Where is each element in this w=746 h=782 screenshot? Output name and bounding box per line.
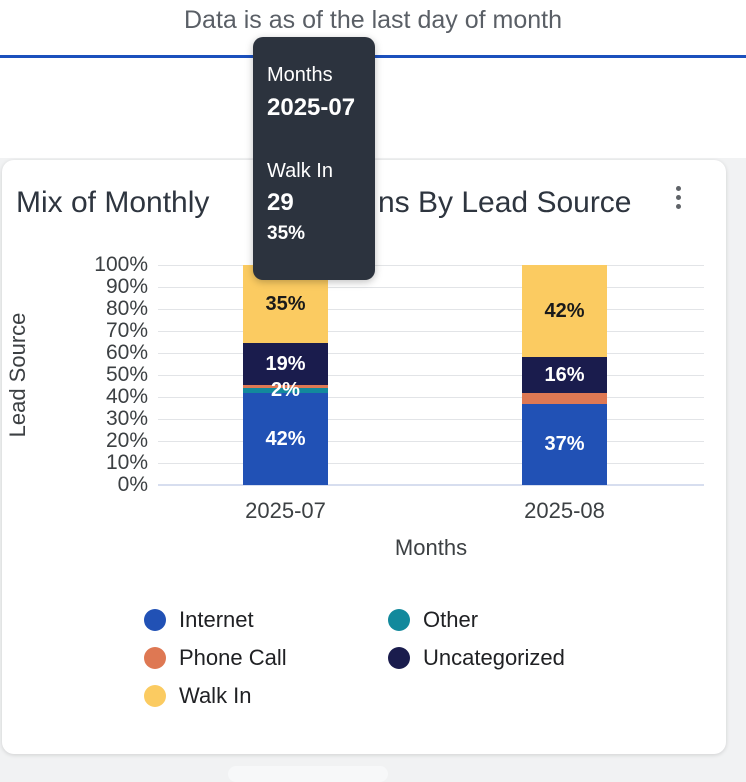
x-axis-title: Months [394, 535, 468, 560]
grid-line-10% [158, 463, 704, 464]
y-tick-label-20%: 20% [105, 429, 148, 452]
bar-2025-07: 42% 2% 19% 35% [243, 265, 328, 485]
bar-segment-walk-in-2025-08[interactable] [522, 265, 607, 358]
chart-card: Mix of Monthly ns By Lead Source Lead So… [2, 160, 726, 754]
chart-title-right: ns By Lead Source [378, 186, 632, 219]
y-tick-label-80%: 80% [105, 297, 148, 320]
grid-line-30% [158, 419, 704, 420]
grid-line-70% [158, 331, 704, 332]
legend-item-phone-call[interactable]: Phone Call [144, 645, 388, 670]
legend-label-internet: Internet [179, 607, 254, 632]
grid-line-50% [158, 375, 704, 376]
bar-label-uncategorized-2025-07: 19% [265, 353, 306, 375]
legend-item-internet[interactable]: Internet [144, 607, 388, 632]
bar-segment-internet-2025-07[interactable] [243, 392, 328, 485]
legend-label-walk-in: Walk In [179, 683, 252, 708]
bar-segment-uncategorized-2025-08[interactable] [522, 357, 607, 393]
grid-line-100% [158, 265, 704, 266]
y-tick-label-10%: 10% [105, 451, 148, 474]
bar-label-walk-in-2025-08: 42% [544, 300, 585, 323]
kebab-dot [675, 203, 681, 209]
legend-dot-other [388, 609, 410, 631]
tooltip-series-count: 29 [267, 189, 294, 216]
kebab-dot [675, 194, 681, 200]
next-card-edge [228, 766, 388, 782]
kebab-menu-icon[interactable] [666, 182, 690, 212]
grid-line-40% [158, 397, 704, 398]
legend-dot-walk-in [144, 685, 166, 707]
y-tick-label-90%: 90% [105, 275, 148, 298]
legend-label-phone-call: Phone Call [179, 645, 287, 670]
legend-dot-phone-call [144, 647, 166, 669]
legend-dot-internet [144, 609, 166, 631]
grid-line-90% [158, 287, 704, 288]
legend-item-uncategorized[interactable]: Uncategorized [388, 645, 708, 670]
bar-label-other-2025-07: 2% [271, 379, 300, 402]
bar-2025-08: 37% 16% 42% [522, 265, 607, 485]
legend-dot-uncategorized [388, 647, 410, 669]
tooltip-series-name: Walk In [267, 160, 333, 182]
grid-line-60% [158, 353, 704, 354]
bar-segment-internet-2025-08[interactable] [522, 403, 607, 485]
grid-line-0% [158, 484, 704, 486]
bar-segment-uncategorized-2025-07[interactable] [243, 343, 328, 385]
y-axis-title: Lead Source [5, 312, 30, 438]
banner-text: Data is as of the last day of month [184, 6, 562, 34]
chart-title-left: Mix of Monthly [16, 186, 210, 219]
x-tick-label-2025-08: 2025-08 [524, 498, 605, 523]
chart-tooltip: Months 2025-07 Walk In 29 35% [253, 37, 375, 280]
bar-label-walk-in-2025-07: 35% [265, 293, 306, 316]
y-tick-label-40%: 40% [105, 385, 148, 408]
bar-label-internet-2025-07: 42% [265, 427, 306, 450]
plot-area: 100% 90% 80% 70% 60% 50% 40% 30% 20% 10% 0% 42% 2% 19… [94, 253, 704, 560]
tooltip-axis-value: 2025-07 [267, 94, 356, 121]
legend-label-uncategorized: Uncategorized [423, 645, 565, 670]
y-tick-label-30%: 30% [105, 407, 148, 430]
legend-label-other: Other [423, 607, 479, 632]
tooltip-axis-label: Months [267, 64, 333, 86]
y-tick-label-0%: 0% [117, 473, 148, 496]
y-tick-label-100%: 100% [94, 253, 148, 276]
kebab-dot [675, 185, 681, 191]
x-tick-label-2025-07: 2025-07 [245, 498, 326, 523]
legend-item-other[interactable]: Other [388, 607, 708, 632]
y-tick-label-50%: 50% [105, 363, 148, 386]
y-tick-label-70%: 70% [105, 319, 148, 342]
bar-label-uncategorized-2025-08: 16% [544, 364, 585, 386]
grid-line-80% [158, 309, 704, 310]
bar-segment-phone-call-2025-08[interactable] [522, 392, 607, 404]
bar-label-internet-2025-08: 37% [544, 433, 585, 456]
legend-item-walk-in[interactable]: Walk In [144, 683, 388, 708]
grid-line-20% [158, 441, 704, 442]
bar-segment-other-2025-07[interactable] [243, 388, 328, 393]
chart-legend: Internet Other Phone Call Uncategorized Walk… [144, 607, 708, 708]
bar-segment-phone-call-2025-07[interactable] [243, 384, 328, 389]
tooltip-series-pct: 35% [267, 223, 306, 244]
y-tick-label-60%: 60% [105, 341, 148, 364]
